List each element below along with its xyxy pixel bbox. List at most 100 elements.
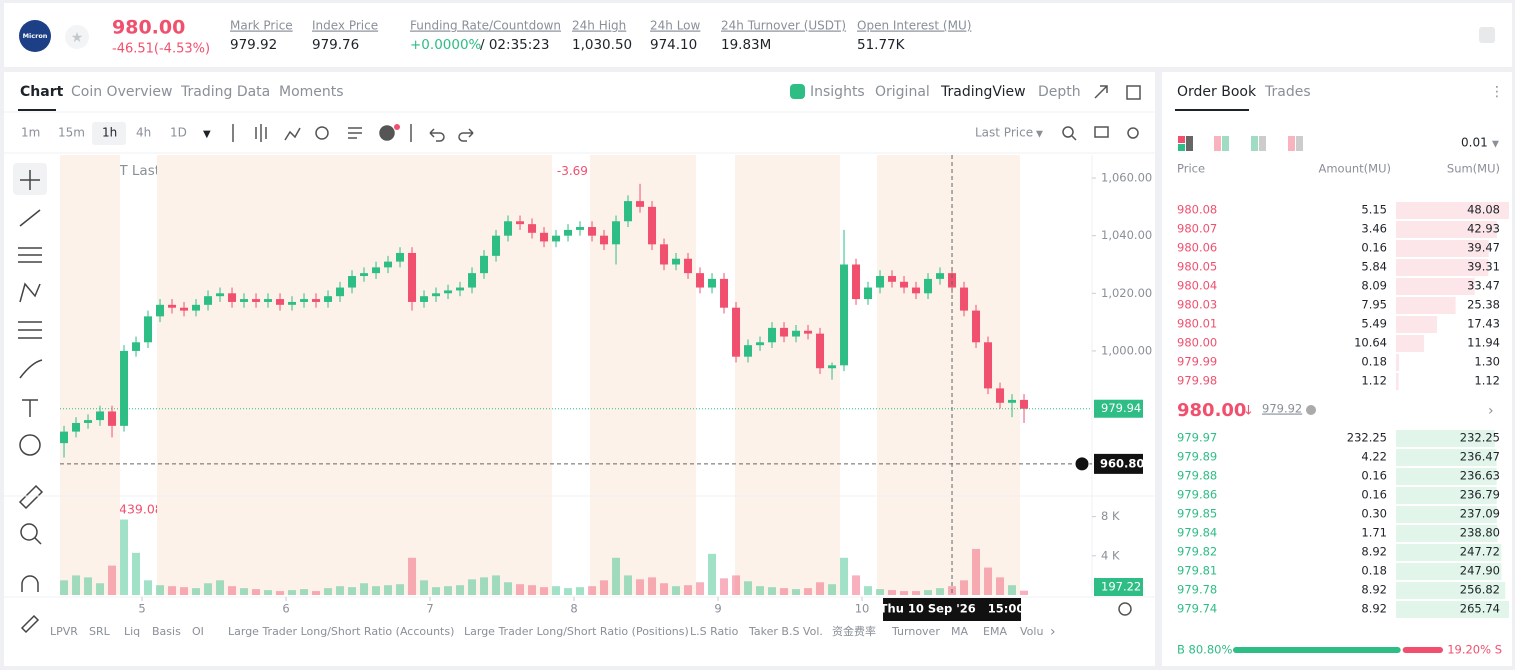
candle-body — [888, 276, 897, 282]
settings-icon[interactable] — [1118, 602, 1132, 616]
ob-price[interactable]: 979.98 — [1177, 374, 1217, 388]
candle-body — [324, 296, 333, 302]
ob-sum: 236.47 — [1460, 450, 1500, 464]
ob-price[interactable]: 979.82 — [1177, 545, 1217, 559]
indicator[interactable]: OI — [192, 625, 204, 638]
stat-label: Index Price — [312, 19, 378, 33]
candle-body — [408, 252, 417, 302]
chart-tab[interactable]: Coin Overview — [71, 84, 172, 100]
candle-body — [312, 299, 321, 302]
toolbar-icons[interactable] — [232, 124, 1139, 142]
interval[interactable]: 15m — [58, 126, 85, 140]
ob-sum: 25.38 — [1467, 298, 1500, 312]
ob-tab[interactable]: Trades — [1264, 84, 1311, 100]
indicator[interactable]: EMA — [983, 625, 1007, 638]
header-price: 980.00 — [112, 17, 185, 39]
chart-tab[interactable]: Trading Data — [180, 84, 270, 100]
ob-price[interactable]: 979.88 — [1177, 469, 1217, 483]
ob-tab[interactable]: Order Book — [1177, 84, 1257, 100]
indicator[interactable]: Volu — [1020, 625, 1043, 638]
candle-body — [168, 304, 177, 308]
candle-body — [780, 327, 789, 337]
indicators-chevron[interactable]: › — [1050, 624, 1056, 640]
indicator[interactable]: 资金费率 — [832, 624, 876, 638]
ob-price[interactable]: 979.74 — [1177, 602, 1217, 616]
indicator[interactable]: L.S Ratio — [690, 625, 739, 638]
depth-bar — [1396, 525, 1498, 542]
stat-extra: / 02:35:23 — [480, 37, 549, 53]
ob-price[interactable]: 980.05 — [1177, 260, 1217, 274]
ob-view-icons[interactable] — [1178, 136, 1303, 151]
ob-price[interactable]: 979.89 — [1177, 450, 1217, 464]
dropdown-arrow[interactable]: ▼ — [203, 129, 211, 140]
indicator[interactable]: Large Trader Long/Short Ratio (Accounts) — [228, 625, 454, 638]
ob-price[interactable]: 980.06 — [1177, 241, 1217, 255]
ob-precision[interactable]: 0.01 — [1461, 136, 1488, 150]
candle-body — [72, 422, 81, 432]
ob-price[interactable]: 979.85 — [1177, 507, 1217, 521]
indicator[interactable]: Basis — [152, 625, 181, 638]
volume-bar — [432, 587, 441, 595]
interval[interactable]: 4h — [136, 126, 151, 140]
view-tab[interactable]: Depth — [1038, 84, 1081, 100]
volume-bar — [972, 548, 981, 595]
ob-price[interactable]: 980.01 — [1177, 317, 1217, 331]
volume-bar — [852, 575, 861, 595]
chart-tab[interactable]: Chart — [20, 84, 64, 100]
depth-bar — [1396, 601, 1509, 618]
ob-price[interactable]: 980.03 — [1177, 298, 1217, 312]
indicator[interactable]: Taker B.S Vol. — [748, 625, 823, 638]
indicator[interactable]: Liq — [124, 625, 140, 638]
ob-price[interactable]: 980.08 — [1177, 203, 1217, 217]
layout-icon[interactable] — [1126, 85, 1141, 100]
last-volume-label: 197.22 — [1101, 580, 1141, 594]
indicator[interactable]: Turnover — [891, 625, 940, 638]
price-source[interactable]: Last Price — [975, 126, 1033, 140]
ob-price[interactable]: 980.07 — [1177, 222, 1217, 236]
ob-price[interactable]: 979.86 — [1177, 488, 1217, 502]
indicator[interactable]: SRL — [89, 625, 111, 638]
ob-price[interactable]: 979.81 — [1177, 564, 1217, 578]
ob-amount: 1.12 — [1361, 374, 1387, 388]
ob-price[interactable]: 979.78 — [1177, 583, 1217, 597]
candle-body — [816, 333, 825, 369]
candle-body — [204, 296, 213, 305]
x-tick-label: 8 — [570, 602, 577, 616]
last-price-label: 979.94 — [1101, 401, 1141, 415]
y-tick-label: 1,000.00 — [1101, 343, 1152, 357]
ob-price[interactable]: 979.97 — [1177, 431, 1217, 445]
ob-price[interactable]: 980.04 — [1177, 279, 1217, 293]
chart-tab[interactable]: Moments — [279, 84, 344, 100]
view-tab[interactable]: Original — [875, 84, 930, 100]
menu-icon[interactable] — [1479, 27, 1495, 43]
ob-price[interactable]: 979.84 — [1177, 526, 1217, 540]
expand-icon[interactable] — [1094, 85, 1108, 99]
star-icon[interactable]: ★ — [71, 30, 84, 46]
mid-chevron[interactable]: › — [1488, 403, 1494, 419]
ob-sum: 11.94 — [1467, 336, 1500, 350]
crosshair-add[interactable] — [1074, 456, 1090, 472]
indicator[interactable]: MA — [951, 625, 968, 638]
stat-label: Open Interest (MU) — [857, 19, 971, 33]
indicator[interactable]: LPVR — [50, 625, 78, 638]
source-arrow[interactable]: ▼ — [1036, 130, 1043, 140]
candle-body — [744, 345, 753, 357]
view-tab[interactable]: Insights — [810, 84, 865, 100]
candle-body — [612, 221, 621, 245]
volume-bar — [900, 591, 909, 595]
drawing-toolbar[interactable] — [13, 163, 47, 634]
more-icon[interactable]: ⋮ — [1490, 84, 1504, 100]
interval[interactable]: 1h — [102, 126, 117, 140]
interval[interactable]: 1D — [170, 126, 187, 140]
volume-bar — [744, 581, 753, 595]
ob-price[interactable]: 979.99 — [1177, 355, 1217, 369]
favorite[interactable] — [65, 25, 89, 49]
volume-bar — [408, 557, 417, 595]
indicator[interactable]: Large Trader Long/Short Ratio (Positions… — [464, 625, 689, 638]
candle-body — [1020, 399, 1029, 409]
ob-price[interactable]: 980.00 — [1177, 336, 1217, 350]
precision-arrow[interactable]: ▼ — [1492, 140, 1499, 150]
volume-bar — [576, 587, 585, 595]
interval[interactable]: 1m — [21, 126, 40, 140]
view-tab[interactable]: TradingView — [940, 84, 1026, 100]
